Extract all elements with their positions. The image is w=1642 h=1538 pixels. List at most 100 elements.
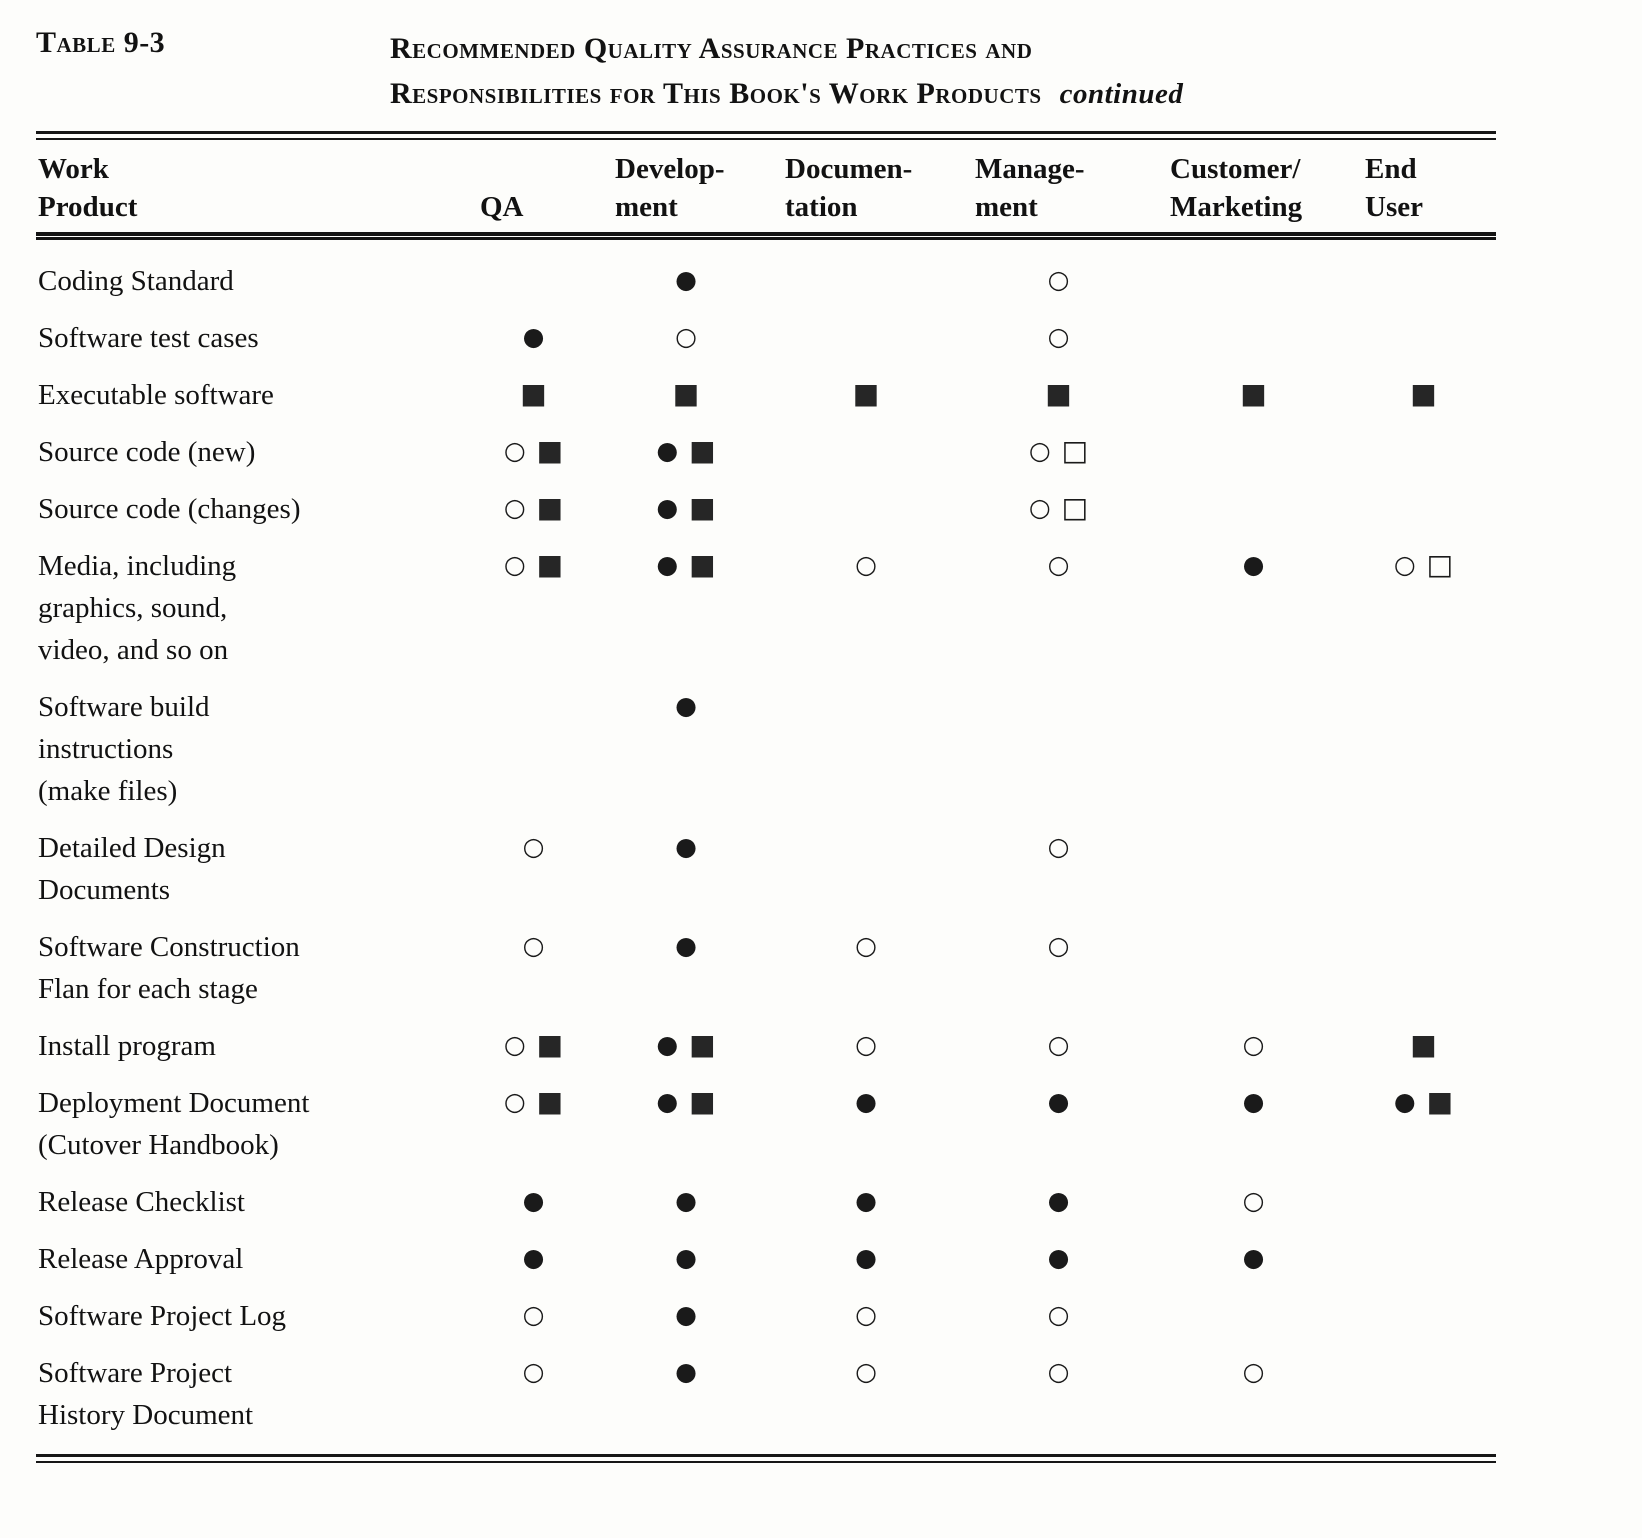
cell-end-user	[1351, 488, 1496, 530]
filled-circle-icon: ●	[675, 1300, 697, 1329]
work-product-name: Executable software	[38, 379, 274, 411]
cell-management: ○	[961, 827, 1156, 911]
table-row: Detailed Design Documents ○ ● ○	[36, 827, 1496, 911]
cell-development: ● ■	[601, 488, 771, 530]
open-circle-icon: ○	[855, 1357, 877, 1386]
filled-square-icon: ■	[536, 434, 564, 467]
cell-qa	[466, 686, 601, 812]
open-square-icon: □	[1061, 491, 1089, 524]
cell-management: ○ □	[961, 431, 1156, 473]
title-divider	[36, 131, 1496, 140]
cell-end-user: ● ■	[1351, 1082, 1496, 1166]
title-line-2-text: Responsibilities for This Book's Work Pr…	[390, 77, 1042, 110]
cell-end-user	[1351, 260, 1496, 302]
work-product-name: Install program	[38, 1030, 216, 1062]
cell-qa: ○ ■	[466, 1025, 601, 1067]
filled-circle-icon: ●	[1047, 1186, 1070, 1215]
open-circle-icon: ○	[503, 550, 526, 579]
cell-end-user	[1351, 827, 1496, 911]
cell-customer-marketing: ■	[1156, 374, 1351, 416]
cell-end-user: ■	[1351, 374, 1496, 416]
cell-customer-marketing	[1156, 488, 1351, 530]
table-row: Software Project Log ○ ● ○ ○	[36, 1295, 1496, 1337]
cell-management: ○ □	[961, 488, 1156, 530]
cell-management: ○	[961, 926, 1156, 1010]
open-circle-icon: ○	[503, 493, 526, 522]
open-circle-icon: ○	[855, 931, 877, 960]
filled-square-icon: ■	[1240, 377, 1267, 410]
table-row: Install program ○ ■ ● ■ ○ ○ ○ ■	[36, 1025, 1496, 1067]
work-product-name: Software Project History Document	[38, 1357, 254, 1431]
cell-documentation: ●	[771, 1181, 961, 1223]
open-circle-icon: ○	[855, 1030, 877, 1059]
cell-customer-marketing: ○	[1156, 1352, 1351, 1436]
filled-circle-icon: ●	[675, 1243, 697, 1272]
cell-documentation: ○	[771, 926, 961, 1010]
open-circle-icon: ○	[1242, 1186, 1265, 1215]
cell-documentation	[771, 827, 961, 911]
cell-qa: ●	[466, 1181, 601, 1223]
cell-development: ● ■	[601, 1082, 771, 1166]
filled-circle-icon: ●	[522, 322, 545, 351]
open-square-icon: □	[1061, 434, 1089, 467]
cell-documentation: ■	[771, 374, 961, 416]
cell-management: ■	[961, 374, 1156, 416]
cell-qa: ○ ■	[466, 545, 601, 671]
open-circle-icon: ○	[1242, 1030, 1265, 1059]
cell-documentation: ○	[771, 545, 961, 671]
cell-development: ●	[601, 1352, 771, 1436]
table-row: Deployment Document (Cutover Handbook) ○ ■ ●…	[36, 1082, 1496, 1166]
open-circle-icon: ○	[522, 1357, 545, 1386]
filled-circle-icon: ●	[675, 1357, 697, 1386]
work-product-name: Coding Standard	[38, 265, 234, 297]
cell-documentation	[771, 488, 961, 530]
cell-end-user: ■	[1351, 1025, 1496, 1067]
filled-circle-icon: ●	[1242, 1087, 1265, 1116]
work-product-name: Detailed Design Documents	[38, 832, 226, 906]
cell-development: ●	[601, 686, 771, 812]
cell-development: ● ■	[601, 545, 771, 671]
filled-square-icon: ■	[672, 377, 700, 410]
filled-circle-icon: ●	[1242, 1243, 1265, 1272]
open-circle-icon: ○	[1047, 931, 1070, 960]
open-circle-icon: ○	[1242, 1357, 1265, 1386]
cell-management: ○	[961, 1025, 1156, 1067]
table-caption: Table 9-3 Recommended Quality Assurance …	[36, 26, 1496, 117]
cell-customer-marketing	[1156, 431, 1351, 473]
open-circle-icon: ○	[1393, 550, 1416, 579]
table-row: Release Approval ● ● ● ● ●	[36, 1238, 1496, 1280]
cell-end-user	[1351, 1295, 1496, 1337]
filled-square-icon: ■	[852, 377, 880, 410]
work-product-name: Media, including graphics, sound, video, a…	[38, 550, 237, 666]
column-header-documentation: Documen-tation	[785, 153, 913, 223]
table-row: Software build instructions (make files) ●	[36, 686, 1496, 812]
cell-management: ○	[961, 1295, 1156, 1337]
filled-circle-icon: ●	[656, 1087, 679, 1116]
cell-qa: ○	[466, 827, 601, 911]
cell-development: ●	[601, 260, 771, 302]
table-content: Table 9-3 Recommended Quality Assurance …	[36, 26, 1496, 1463]
cell-documentation	[771, 431, 961, 473]
cell-qa: ○	[466, 1295, 601, 1337]
cell-end-user	[1351, 431, 1496, 473]
cell-customer-marketing	[1156, 926, 1351, 1010]
open-circle-icon: ○	[1047, 1030, 1070, 1059]
filled-circle-icon: ●	[855, 1186, 877, 1215]
filled-circle-icon: ●	[656, 436, 679, 465]
work-product-name: Source code (changes)	[38, 493, 301, 525]
cell-development: ●	[601, 1181, 771, 1223]
filled-circle-icon: ●	[855, 1243, 877, 1272]
table-row: Source code (new) ○ ■ ● ■ ○ □	[36, 431, 1496, 473]
filled-circle-icon: ●	[522, 1186, 545, 1215]
filled-circle-icon: ●	[656, 1030, 679, 1059]
open-circle-icon: ○	[855, 550, 877, 579]
open-circle-icon: ○	[522, 1300, 545, 1329]
work-product-name: Release Checklist	[38, 1186, 245, 1218]
cell-development: ● ■	[601, 1025, 771, 1067]
table-row: Software Project History Document ○ ● ○ ○ ○	[36, 1352, 1496, 1436]
work-product-name: Release Approval	[38, 1243, 244, 1275]
cell-qa: ○ ■	[466, 1082, 601, 1166]
cell-documentation	[771, 686, 961, 812]
cell-management	[961, 686, 1156, 812]
filled-circle-icon: ●	[675, 265, 697, 294]
